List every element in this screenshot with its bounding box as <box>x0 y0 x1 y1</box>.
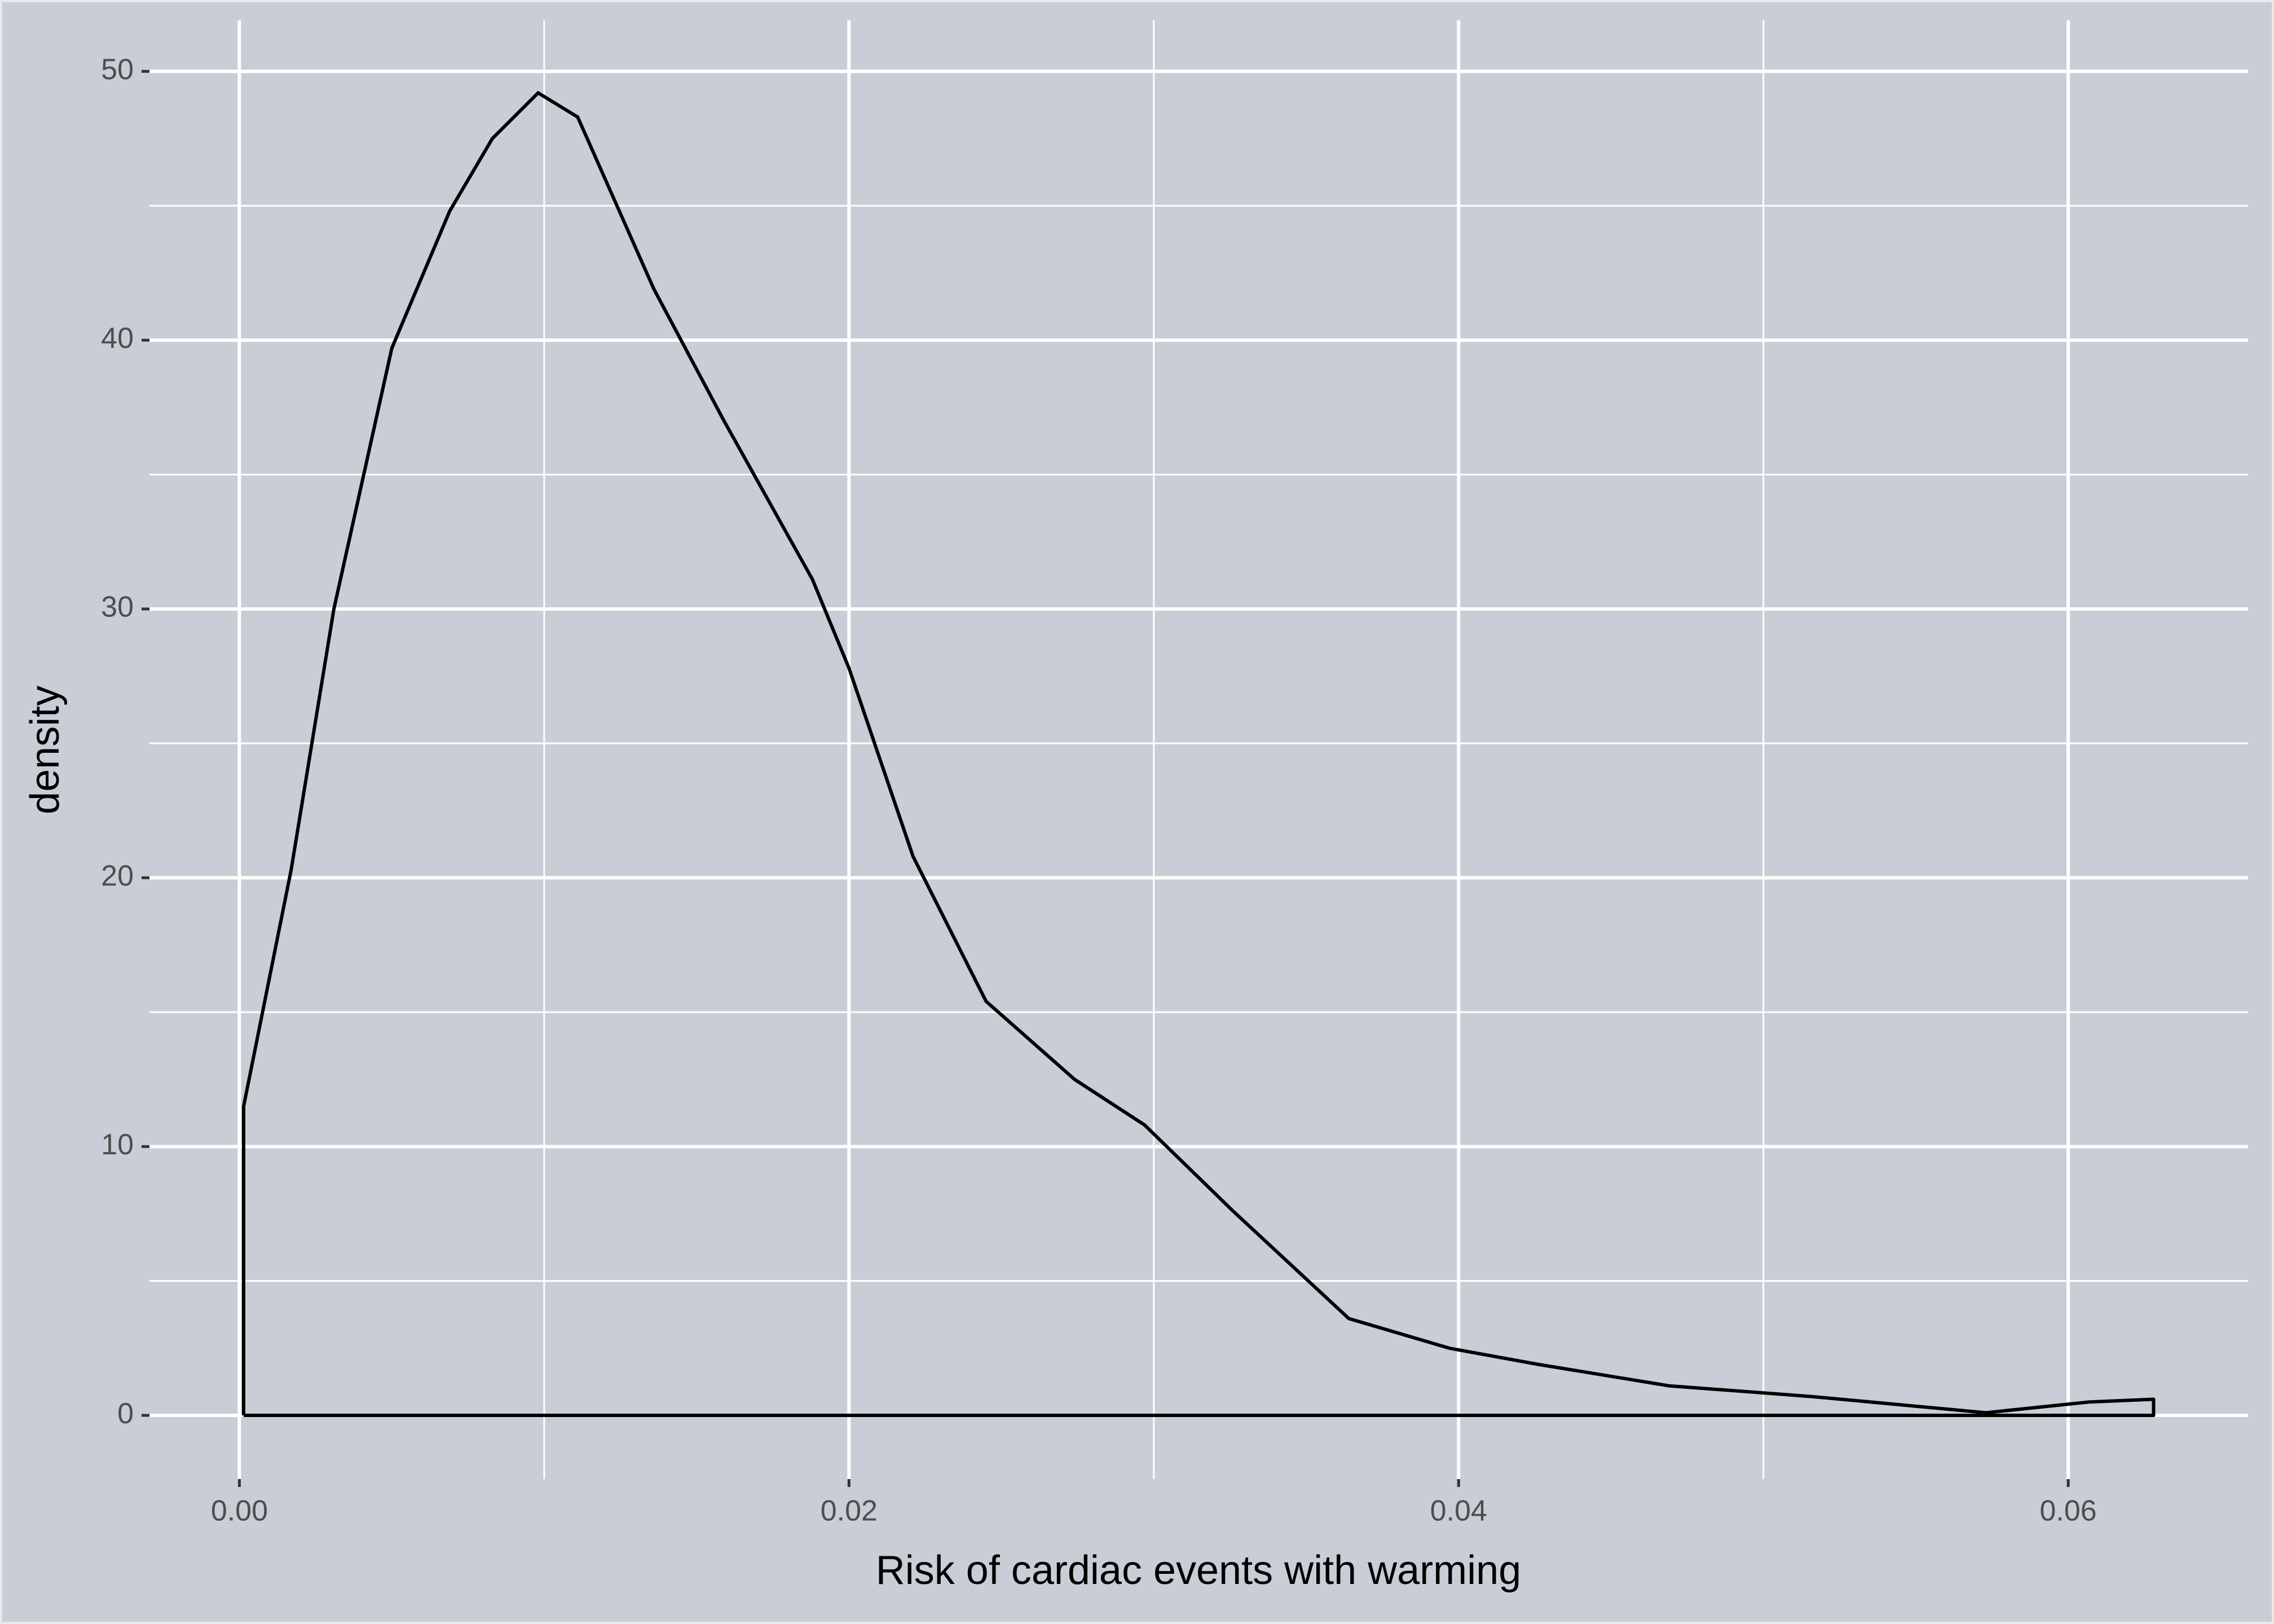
x-tick-label: 0.00 <box>211 1495 268 1528</box>
density-curve <box>242 91 2156 1417</box>
y-axis-title: density <box>23 686 68 814</box>
x-axis-title: Risk of cardiac events with warming <box>876 1548 1521 1593</box>
y-tick-label: 0 <box>117 1397 134 1430</box>
x-tick-label: 0.06 <box>2040 1495 2097 1528</box>
x-tick-label: 0.04 <box>1430 1495 1487 1528</box>
x-tick-label: 0.02 <box>821 1495 878 1528</box>
y-tick-label: 20 <box>101 859 134 892</box>
y-tick-label: 50 <box>101 53 134 86</box>
panel <box>149 20 2248 1479</box>
y-tick-label: 10 <box>101 1128 134 1161</box>
y-tick-label: 40 <box>101 322 134 355</box>
y-tick-label: 30 <box>101 591 134 624</box>
